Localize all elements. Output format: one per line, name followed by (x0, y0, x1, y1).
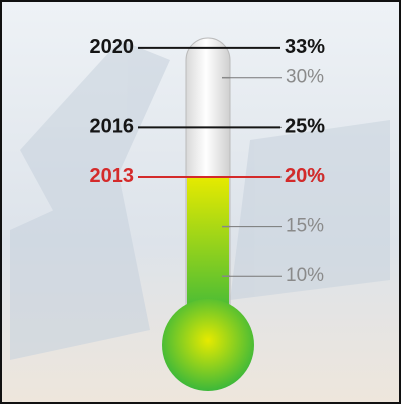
bulb (162, 299, 254, 391)
category-label: 2020 (90, 36, 135, 58)
value-label: 25% (285, 116, 325, 138)
category-label: 2016 (90, 116, 135, 138)
y-tick-label: 15% (286, 216, 324, 237)
y-tick-label: 10% (286, 265, 324, 286)
y-tick-label: 30% (286, 67, 324, 88)
chart: 10%15%20%25%30%201320%201625%202033% (0, 0, 401, 404)
page: {"chart_data": {"type": "thermometer", "… (0, 0, 401, 404)
category-label: 2013 (90, 165, 135, 187)
value-label: 20% (285, 165, 325, 187)
value-label: 33% (285, 36, 325, 58)
fill-level (187, 177, 229, 320)
